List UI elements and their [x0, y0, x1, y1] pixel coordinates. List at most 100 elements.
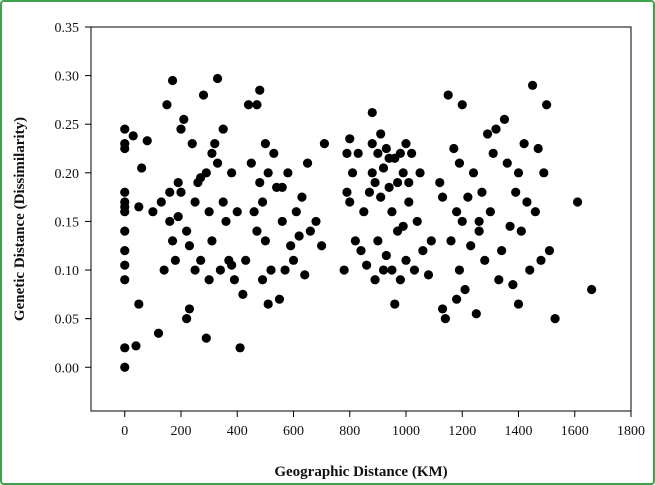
- data-point: [120, 139, 130, 149]
- data-point: [499, 114, 510, 124]
- data-point: [544, 245, 555, 256]
- data-point: [120, 245, 130, 256]
- data-point: [196, 255, 206, 265]
- data-point: [167, 75, 178, 86]
- data-point: [120, 343, 130, 353]
- x-tick-label: 0: [121, 424, 128, 439]
- x-tick-label: 800: [339, 424, 360, 439]
- data-point: [249, 207, 259, 217]
- x-tick-label: 400: [227, 424, 248, 439]
- data-point: [182, 226, 192, 236]
- data-point: [319, 139, 330, 149]
- data-point: [153, 328, 164, 338]
- y-tick-label: 0.35: [55, 21, 80, 36]
- data-point: [190, 265, 200, 275]
- data-point: [587, 284, 597, 295]
- data-point: [513, 299, 524, 309]
- data-point: [142, 136, 152, 146]
- data-point: [173, 211, 183, 222]
- data-point: [184, 241, 195, 251]
- y-tick-label: 0.15: [55, 215, 80, 230]
- data-point: [227, 168, 237, 178]
- data-point: [255, 177, 265, 188]
- data-point: [454, 158, 465, 168]
- y-tick-label: 0.10: [55, 264, 80, 279]
- data-point: [184, 304, 195, 314]
- data-point: [373, 236, 383, 246]
- data-point: [229, 275, 240, 285]
- data-point: [243, 100, 254, 110]
- data-point: [384, 182, 394, 193]
- data-point: [387, 265, 397, 275]
- x-axis-title: Geographic Distance (KM): [274, 464, 447, 480]
- x-axis: 0 200 400 600 800 1000 1200 1400 1600 1800: [121, 411, 645, 439]
- data-point: [378, 265, 389, 275]
- data-point: [505, 221, 515, 231]
- data-point: [415, 168, 425, 178]
- x-tick-label: 1600: [561, 424, 589, 439]
- data-point: [398, 221, 408, 231]
- data-point: [221, 216, 231, 227]
- data-point: [437, 304, 448, 314]
- y-axis-title: Genetic Distance (Dissimilarity): [12, 117, 28, 321]
- data-point: [339, 265, 349, 275]
- data-point: [359, 207, 369, 217]
- data-point: [232, 207, 242, 217]
- data-point: [198, 90, 209, 100]
- data-point: [120, 187, 130, 197]
- data-point: [367, 168, 377, 178]
- data-point: [466, 241, 476, 251]
- data-point: [176, 124, 186, 134]
- data-point: [277, 216, 287, 227]
- data-point: [137, 163, 147, 173]
- data-point: [353, 148, 363, 158]
- data-point: [187, 139, 197, 149]
- data-point: [550, 314, 560, 324]
- data-point: [255, 85, 265, 95]
- data-point: [364, 187, 375, 197]
- data-point: [482, 129, 493, 139]
- data-point: [297, 192, 307, 202]
- data-point: [423, 270, 434, 280]
- data-point: [280, 265, 290, 275]
- data-point: [356, 245, 366, 256]
- data-point: [286, 241, 296, 251]
- data-point: [120, 362, 130, 372]
- data-point: [263, 299, 273, 309]
- data-point: [373, 148, 383, 158]
- data-point: [387, 207, 397, 217]
- data-point: [342, 187, 352, 197]
- data-point: [201, 168, 211, 178]
- data-point: [440, 314, 450, 324]
- data-point: [165, 187, 175, 197]
- x-tick-label: 1000: [392, 424, 420, 439]
- data-point: [204, 275, 214, 285]
- data-point: [457, 216, 467, 227]
- data-point: [381, 143, 391, 154]
- data-point: [533, 143, 543, 154]
- data-point: [215, 265, 225, 275]
- data-point: [311, 216, 321, 227]
- x-tick-label: 1800: [617, 424, 645, 439]
- data-point: [460, 284, 470, 295]
- data-point: [288, 255, 299, 265]
- data-point: [305, 226, 315, 236]
- data-point: [263, 168, 273, 178]
- data-point: [134, 299, 144, 309]
- data-point: [317, 241, 327, 251]
- data-point: [437, 192, 448, 202]
- data-point: [156, 197, 166, 207]
- data-point: [446, 236, 456, 246]
- data-point: [252, 100, 262, 110]
- data-point: [468, 168, 479, 178]
- data-point: [404, 177, 414, 188]
- data-point: [443, 90, 453, 100]
- data-point: [536, 255, 546, 265]
- data-point: [227, 260, 237, 270]
- data-point: [525, 265, 535, 275]
- data-point: [260, 236, 270, 246]
- data-point: [452, 207, 462, 217]
- data-point: [381, 250, 391, 261]
